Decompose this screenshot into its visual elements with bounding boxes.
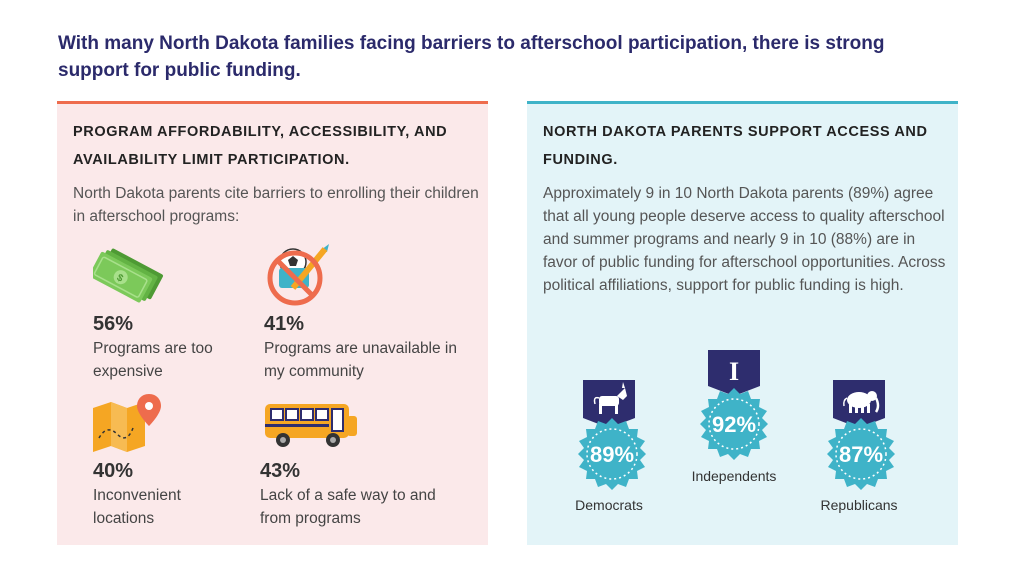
barrier-percent: 56%	[93, 313, 134, 335]
money-icon: $	[93, 248, 163, 303]
republicans-percent: 87%	[839, 442, 883, 467]
school-bus-icon	[265, 404, 357, 447]
republicans-label: Republicans	[820, 497, 898, 513]
barrier-label: Programs are unavailable in my community	[264, 340, 457, 380]
donkey-icon	[593, 382, 627, 414]
barrier-percent: 41%	[264, 313, 305, 335]
barriers-intro: North Dakota parents cite barriers to en…	[73, 185, 479, 225]
independents-badge: I 92%	[700, 350, 768, 460]
support-body: Approximately 9 in 10 North Dakota paren…	[543, 185, 946, 294]
party-badges: 89% I 92% 87%	[578, 350, 895, 490]
barriers-panel-title: PROGRAM AFFORDABILITY, ACCESSIBILITY, AN…	[73, 124, 448, 168]
democrats-percent: 89%	[590, 442, 634, 467]
barriers-panel: PROGRAM AFFORDABILITY, ACCESSIBILITY, AN…	[57, 101, 488, 545]
headline: With many North Dakota families facing b…	[58, 33, 885, 81]
barrier-label: Lack of a safe way to and from programs	[260, 487, 436, 527]
letter-i-icon: I	[729, 357, 739, 386]
barrier-percent: 40%	[93, 460, 134, 482]
svg-text:$: $	[115, 272, 125, 285]
barrier-percent: 43%	[260, 460, 301, 482]
barrier-stat-locations: 40% Inconvenient locations	[93, 459, 293, 530]
independents-label: Independents	[691, 468, 777, 484]
map-location-icon	[93, 394, 161, 452]
democrats-badge: 89%	[578, 380, 646, 490]
barrier-label: Inconvenient locations	[93, 487, 181, 527]
barrier-stat-expensive: 56% Programs are too expensive	[93, 312, 293, 383]
no-activities-icon	[267, 244, 329, 306]
independents-percent: 92%	[712, 412, 756, 437]
barrier-stat-transport: 43% Lack of a safe way to and from progr…	[260, 459, 460, 530]
elephant-icon	[843, 391, 880, 413]
democrats-label: Democrats	[575, 497, 643, 513]
support-panel-title: NORTH DAKOTA PARENTS SUPPORT ACCESS AND …	[543, 124, 928, 168]
republicans-badge: 87%	[827, 380, 895, 490]
barrier-stat-unavailable: 41% Programs are unavailable in my commu…	[264, 312, 464, 383]
barrier-label: Programs are too expensive	[93, 340, 213, 380]
